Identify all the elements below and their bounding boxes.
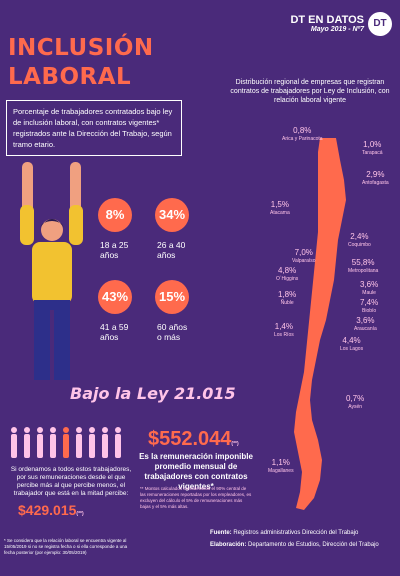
region-pct: 4,8% [278,266,297,275]
brand: DT EN DATOS Mayo 2019 - Nº7 [290,14,364,33]
age-label: 60 años o más [157,322,217,342]
region-pct: 4,4% [342,336,361,345]
region-name: Los Ríos [274,332,294,338]
title-line-1: INCLUSIÓN [8,35,154,61]
brand-issue: Mayo 2019 - Nº7 [310,26,364,33]
people-row-icon [11,427,121,458]
average-sup: (**) [231,441,239,447]
region-name: Aysén [348,404,363,410]
region-pct: 2,4% [350,232,369,241]
average-note: ** Montos calculados considerando el 90%… [140,486,252,509]
region-name: O´Higgins [276,276,299,282]
age-label-line: 41 a 59 [100,322,129,332]
description-box: Porcentaje de trabajadores contratados b… [6,100,182,156]
median-amount: $429.015 [18,502,77,518]
region-label: 0,7% Aysén [346,394,364,412]
region-name: Maule [362,290,376,296]
age-label-line: años [157,250,176,260]
region-pct: 55,8% [351,258,375,267]
region-name: Atacama [270,210,290,216]
elaboration-text: Departamento de Estudios, Dirección del … [248,542,379,548]
region-name: Magallanes [268,468,294,474]
median-text: Si ordenamos a todos estos trabajadores,… [10,466,132,497]
region-pct: 7,4% [360,298,379,307]
region-name: Arica y Parinacota [282,136,323,142]
region-label: 3,6% Araucanía [354,316,377,334]
region-name: Ñuble [280,300,294,306]
footnote: * Se considera que la relación laboral s… [4,538,128,555]
region-label: 1,5% Atacama [270,200,290,218]
region-pct: 7,0% [294,248,313,257]
region-pct: 1,0% [363,140,382,149]
region-label: 7,0% Valparaíso [292,248,316,266]
region-label: 0,8% Arica y Parinacota [282,126,323,144]
average-amount: $552.044 [148,428,232,450]
average-text: Es la remuneración imponible promedio me… [139,452,253,491]
region-label: 1,0% Tarapacá [362,140,383,158]
title-line-2: LABORAL [8,64,132,90]
age-label: 26 a 40 años [157,240,217,260]
source-text: Registros administrativos Dirección del … [233,530,359,536]
age-label-line: 18 a 25 [100,240,129,250]
source-line: Fuente: Registros administrativos Direcc… [210,530,358,536]
region-name: Araucanía [354,326,377,332]
region-label: 3,6% Maule [360,280,378,298]
region-label: 7,4% Biobío [360,298,378,316]
map-title: Distribución regional de empresas que re… [230,79,390,104]
age-label-line: o más [157,332,181,342]
age-pct-circle: 8% [98,198,132,232]
law-title: Bajo la Ley 21.015 [70,384,236,403]
region-label: 4,8% O´Higgins [276,266,298,284]
person-illustration-icon [20,162,83,380]
age-label-line: 26 a 40 [157,240,186,250]
region-pct: 0,8% [293,126,312,135]
region-name: Coquimbo [348,242,371,248]
region-pct: 1,1% [271,458,290,467]
region-name: Biobío [362,308,377,314]
region-label: 4,4% Los Lagos [340,336,363,354]
region-name: Valparaíso [292,258,316,264]
dt-logo-icon: DT [368,12,392,36]
region-label: 2,9% Antofagasta [362,170,389,188]
age-label-line: años [100,332,119,342]
age-label-line: 60 años [157,322,188,332]
age-pct-circle: 43% [98,280,132,314]
age-pct-circle: 15% [155,280,189,314]
region-pct: 1,8% [278,290,297,299]
region-pct: 0,7% [346,394,365,403]
age-label-line: años [100,250,119,260]
age-label: 18 a 25 años [100,240,160,260]
page-title: INCLUSIÓN LABORAL [8,34,154,92]
region-pct: 2,9% [366,170,385,179]
average-value: $552.044(**) [148,428,239,451]
source-label: Fuente: [210,530,232,536]
region-name: Tarapacá [362,150,383,156]
region-label: 1,1% Magallanes [268,458,294,476]
region-label: 2,4% Coquimbo [348,232,371,250]
region-pct: 3,6% [360,280,379,289]
elaboration-label: Elaboración: [210,542,247,548]
age-label: 41 a 59 años [100,322,160,342]
region-pct: 1,4% [274,322,293,331]
region-name: Los Lagos [340,346,364,352]
region-name: Antofagasta [362,180,389,186]
elaboration-line: Elaboración: Departamento de Estudios, D… [210,542,379,548]
region-pct: 3,6% [356,316,375,325]
brand-name: DT EN DATOS [290,14,364,26]
region-label: 55,8% Metropolitana [348,258,378,276]
region-pct: 1,5% [270,200,289,209]
age-pct-circle: 34% [155,198,189,232]
median-sup: (**) [76,511,84,517]
region-label: 1,8% Ñuble [278,290,296,308]
region-name: Metropolitana [348,268,379,274]
median-value: $429.015(**) [18,502,84,518]
region-label: 1,4% Los Ríos [274,322,294,340]
